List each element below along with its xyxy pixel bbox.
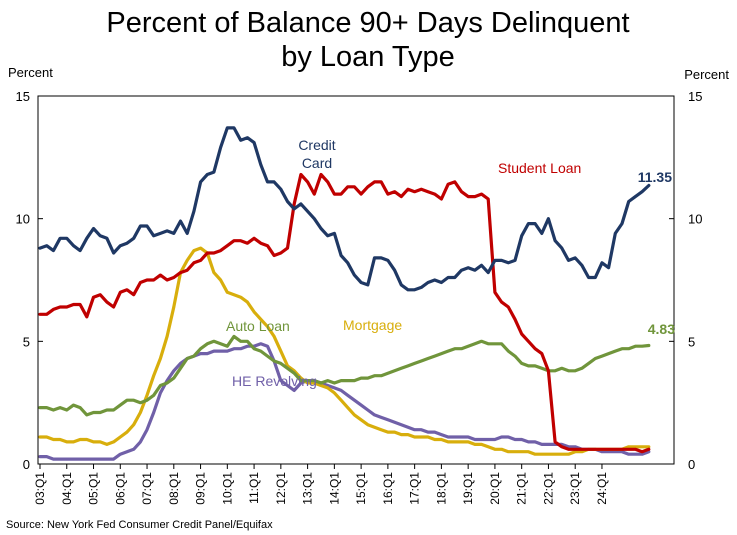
x-tick-label: 05:Q1 [87, 472, 101, 505]
series-label-student-loan: Student Loan [498, 160, 581, 176]
series-line-he-revolving [38, 342, 651, 461]
x-tick-label: 06:Q1 [113, 472, 127, 505]
y-axis-unit-left: Percent [8, 65, 53, 80]
y-tick-label-left: 15 [16, 89, 30, 104]
x-tick-label: 16:Q1 [381, 472, 395, 505]
x-tick-label: 18:Q1 [434, 472, 448, 505]
x-tick-label: 07:Q1 [140, 472, 154, 505]
x-tick-label: 21:Q1 [515, 472, 529, 505]
y-axis-right: 0 5 10 15 [669, 89, 702, 472]
series-label-credit-card-line-2: Card [302, 155, 332, 171]
x-tick-label: 15:Q1 [354, 472, 368, 505]
y-tick-label-right: 10 [688, 212, 702, 227]
x-tick-label: 08:Q1 [167, 472, 181, 505]
x-tick-label: 11:Q1 [247, 472, 261, 504]
x-tick-label: 04:Q1 [60, 472, 74, 505]
x-tick-label: 17:Q1 [408, 472, 422, 505]
x-axis: 03:Q1 04:Q1 05:Q1 06:Q1 07:Q1 08:Q1 09:Q1 10:Q1… [33, 464, 609, 505]
series-line-mortgage [38, 246, 651, 456]
series-label-mortgage: Mortgage [343, 317, 402, 333]
x-tick-label: 24:Q1 [595, 472, 609, 505]
chart-title-line-1: Percent of Balance 90+ Days Delinquent [106, 7, 629, 39]
series-label-he-revolving: HE Revolving [232, 373, 317, 389]
y-tick-label-left: 10 [16, 212, 30, 227]
x-tick-label: 12:Q1 [274, 472, 288, 505]
x-tick-label: 22:Q1 [541, 472, 555, 505]
y-tick-label-right: 5 [688, 334, 695, 349]
x-tick-label: 03:Q1 [33, 472, 47, 505]
x-tick-label: 19:Q1 [461, 472, 475, 505]
series-label-auto-loan: Auto Loan [226, 318, 290, 334]
x-tick-label: 13:Q1 [301, 472, 315, 505]
series-lines [38, 126, 651, 461]
x-tick-label: 20:Q1 [488, 472, 502, 505]
chart-title-line-2: by Loan Type [281, 41, 455, 73]
series-line-student-loan [38, 172, 651, 454]
x-tick-label: 10:Q1 [220, 472, 234, 505]
y-axis-left: 0 5 10 15 [16, 89, 43, 472]
y-tick-label-left: 5 [23, 334, 30, 349]
y-axis-unit-right: Percent [684, 67, 729, 82]
y-tick-label-right: 15 [688, 89, 702, 104]
y-tick-label-right: 0 [688, 457, 695, 472]
series-line-credit-card [38, 126, 651, 292]
x-tick-label: 23:Q1 [568, 472, 582, 505]
y-tick-label-left: 0 [23, 457, 30, 472]
series-label-credit-card-line-1: Credit [298, 137, 335, 153]
value-label-auto-loan: 4.83 [648, 321, 675, 337]
source-note: Source: New York Fed Consumer Credit Pan… [6, 519, 273, 531]
x-tick-label: 09:Q1 [194, 472, 208, 505]
plot-area-frame [37, 95, 675, 465]
x-tick-label: 14:Q1 [327, 472, 341, 505]
value-label-credit-card: 11.35 [638, 169, 672, 185]
